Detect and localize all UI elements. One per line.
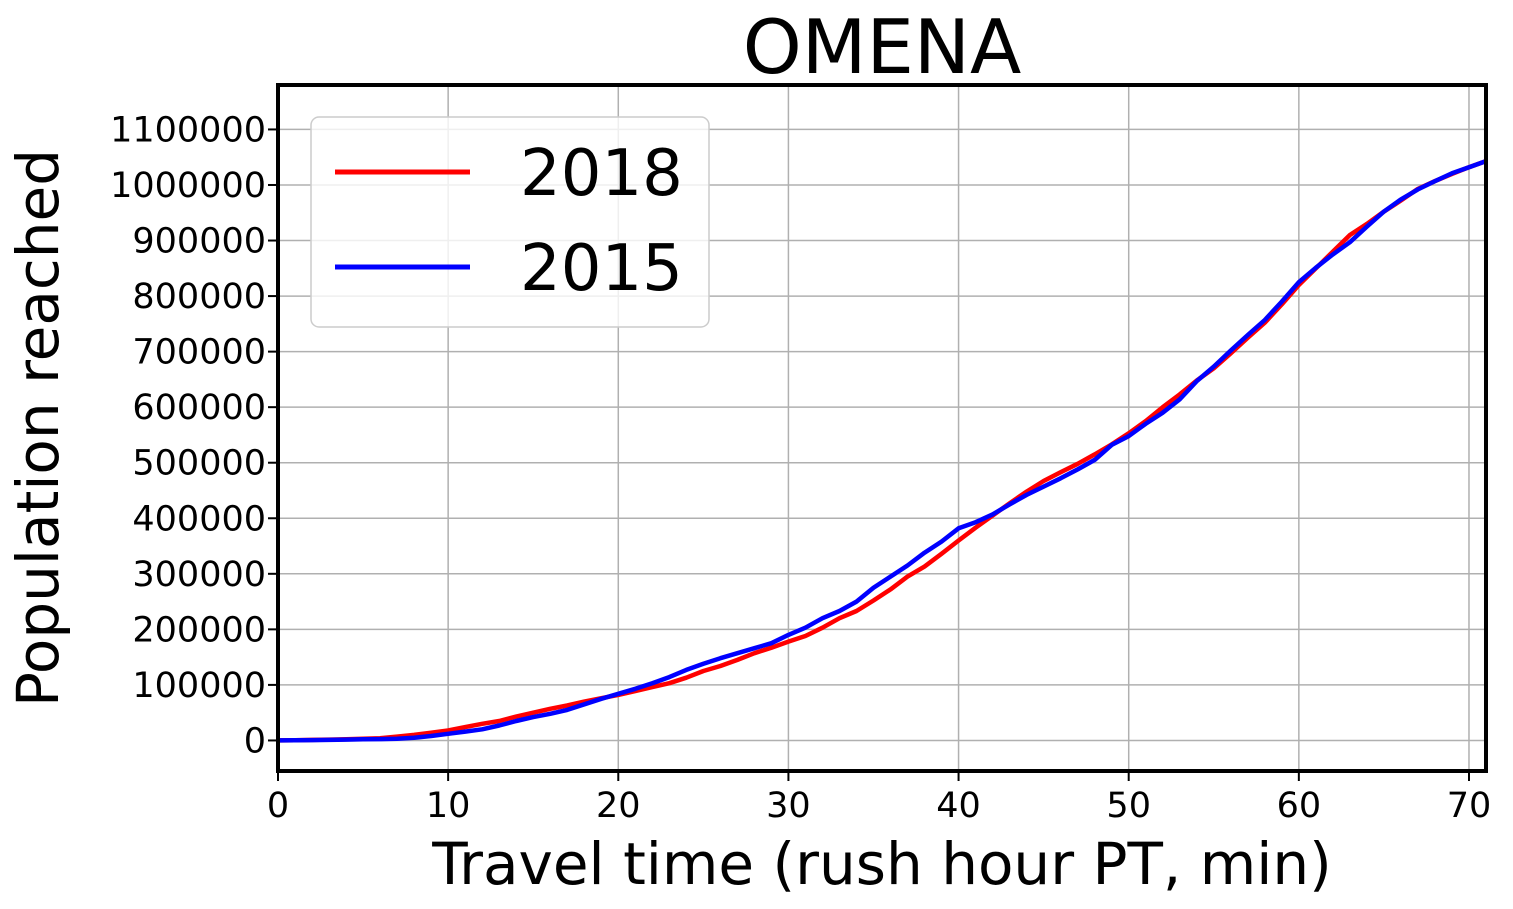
series-line-2015	[277, 158, 1487, 743]
x-tick-label: 50	[1106, 786, 1151, 826]
x-tick-label: 60	[1277, 786, 1322, 826]
x-axis-label: Travel time (rush hour PT, min)	[431, 830, 1332, 898]
x-tick-label: 0	[267, 786, 289, 826]
series-lines	[277, 158, 1487, 743]
y-axis-label: Population reached	[4, 149, 72, 707]
y-tick-label: 200000	[132, 610, 266, 650]
y-tick-label: 900000	[132, 222, 266, 262]
x-axis-ticks: 0 10 20 30 40 50 60 70	[267, 771, 1491, 826]
y-tick-label: 0	[244, 721, 266, 761]
y-axis-ticks: 0 100000 200000 300000 400000 500000 600000 700…	[110, 110, 278, 761]
plot-area-frame	[276, 83, 1488, 773]
x-tick-label: 10	[426, 786, 471, 826]
legend-label-2015: 2015	[520, 232, 683, 306]
x-tick-label: 20	[596, 786, 641, 826]
x-tick-label: 40	[936, 786, 981, 826]
chart-title: OMENA	[743, 3, 1022, 91]
y-tick-label: 100000	[132, 666, 266, 706]
grid-lines	[277, 85, 1486, 771]
y-tick-label: 1100000	[110, 110, 266, 150]
y-tick-label: 600000	[132, 388, 266, 428]
y-tick-label: 400000	[132, 499, 266, 539]
legend: 2018 2015	[310, 116, 710, 328]
y-tick-label: 1000000	[110, 166, 266, 206]
y-tick-label: 800000	[132, 277, 266, 317]
y-tick-label: 500000	[132, 444, 266, 484]
y-tick-label: 700000	[132, 333, 266, 373]
x-tick-label: 70	[1447, 786, 1492, 826]
x-tick-label: 30	[766, 786, 811, 826]
y-tick-label: 300000	[132, 555, 266, 595]
legend-label-2018: 2018	[520, 137, 683, 211]
